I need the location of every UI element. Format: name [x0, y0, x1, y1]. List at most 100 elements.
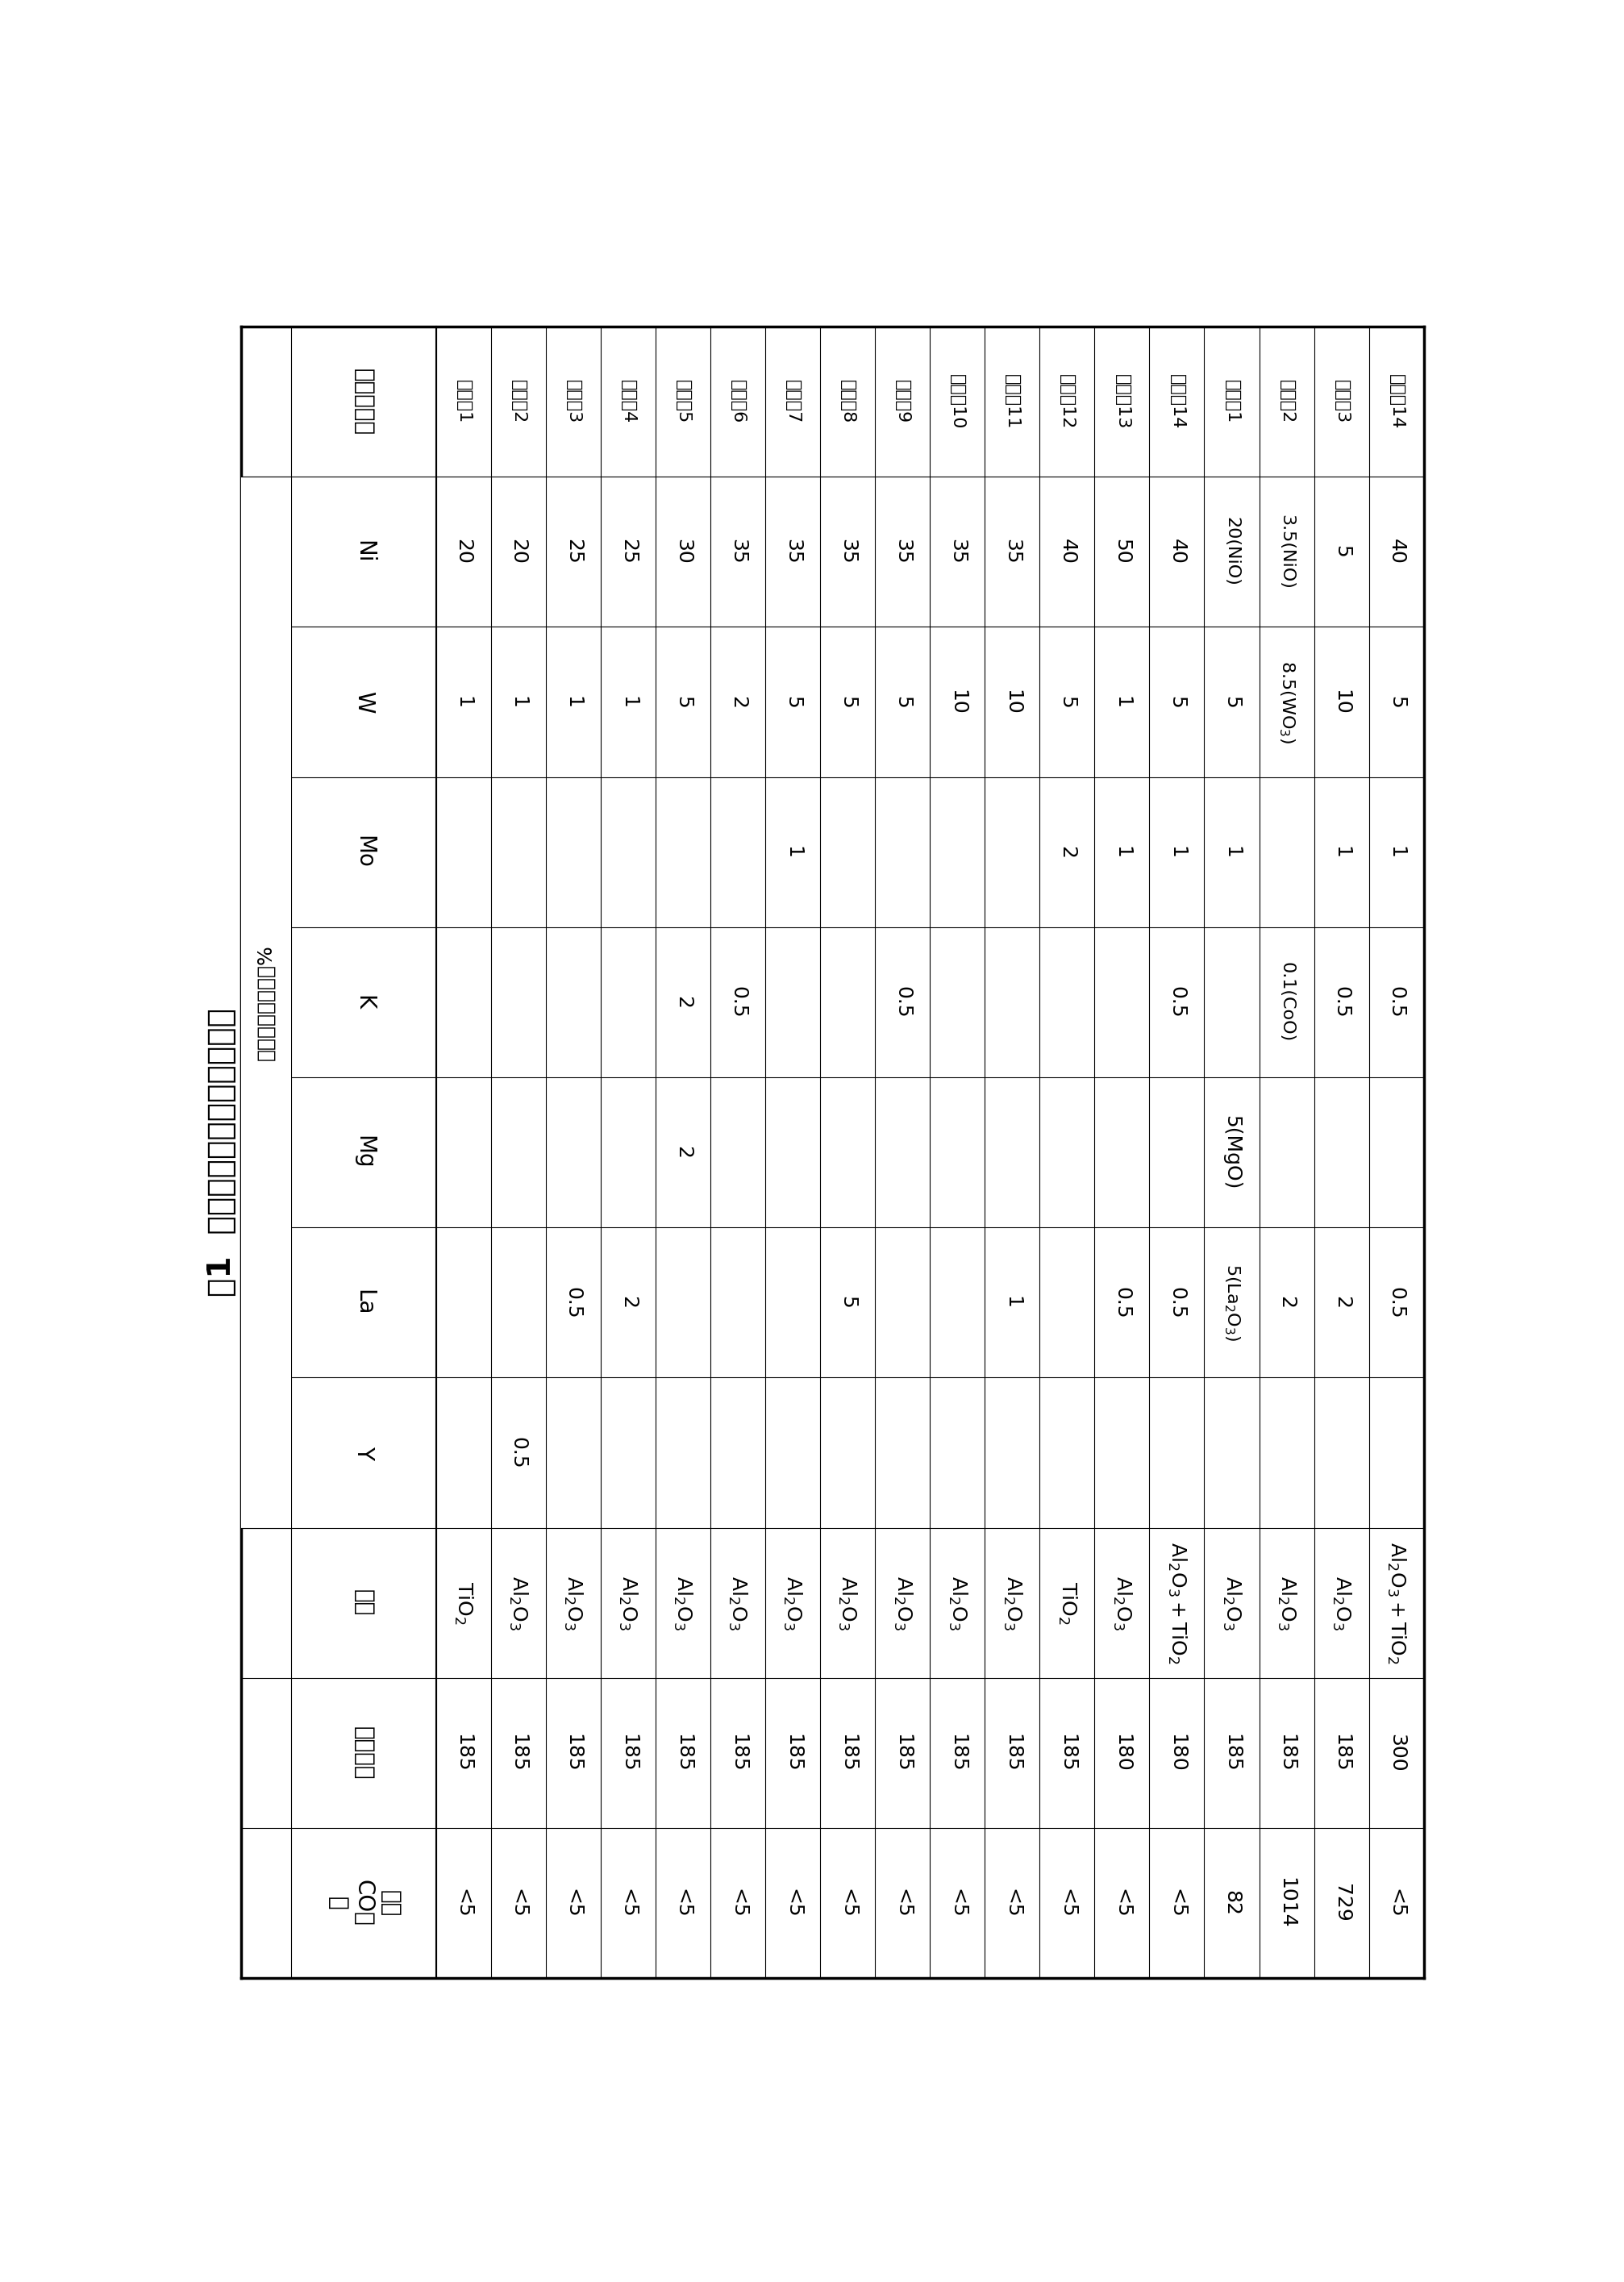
Text: 0.5: 0.5 [893, 986, 913, 1018]
Text: 实施例10: 实施例10 [948, 374, 965, 429]
Text: 出口
CO浓
度: 出口 CO浓 度 [326, 1880, 401, 1926]
Text: 表1  催化剂组成及反应性能数据: 表1 催化剂组成及反应性能数据 [206, 1009, 237, 1296]
Text: 实施例14: 实施例14 [1389, 374, 1405, 429]
Text: 活性组分重量含量%: 活性组分重量含量% [257, 945, 276, 1061]
Text: 2: 2 [619, 1296, 638, 1310]
Text: 比较例3: 比较例3 [1333, 379, 1350, 424]
Text: <5: <5 [1002, 1889, 1021, 1917]
Text: 0.5: 0.5 [564, 1287, 583, 1319]
Text: <5: <5 [948, 1889, 966, 1917]
Text: 180: 180 [1168, 1734, 1187, 1773]
Text: 5: 5 [674, 696, 692, 707]
Text: 比较例1: 比较例1 [1223, 379, 1239, 424]
Text: 1: 1 [1387, 847, 1406, 858]
Text: 载体: 载体 [352, 1591, 375, 1616]
Text: 300: 300 [1387, 1734, 1406, 1773]
Text: 185: 185 [674, 1734, 692, 1773]
Text: 2: 2 [1057, 847, 1077, 858]
Text: Y: Y [352, 1447, 375, 1460]
Text: 10: 10 [1002, 689, 1021, 714]
Text: <5: <5 [1387, 1889, 1406, 1917]
Text: $\mathdefault{Al_2O_3}$: $\mathdefault{Al_2O_3}$ [1330, 1575, 1353, 1629]
Text: 40: 40 [1168, 539, 1187, 564]
Text: 185: 185 [948, 1734, 966, 1773]
Text: 2: 2 [674, 1146, 692, 1159]
Text: 185: 185 [619, 1734, 638, 1773]
Text: <5: <5 [1057, 1889, 1077, 1917]
Text: $\mathdefault{Al_2O_3}$: $\mathdefault{Al_2O_3}$ [562, 1575, 585, 1629]
Text: 0.5: 0.5 [508, 1438, 528, 1470]
Text: $\mathdefault{Al_2O_3}$: $\mathdefault{Al_2O_3}$ [1221, 1575, 1242, 1629]
Text: 0.5: 0.5 [1387, 986, 1406, 1018]
Text: $\mathdefault{Al_2O_3}$: $\mathdefault{Al_2O_3}$ [1002, 1575, 1023, 1629]
Text: 5: 5 [1387, 696, 1406, 707]
Text: $\mathdefault{TiO_2}$: $\mathdefault{TiO_2}$ [453, 1581, 474, 1625]
Text: Ni: Ni [352, 541, 375, 564]
Text: K: K [352, 995, 375, 1009]
Text: 185: 185 [1332, 1734, 1351, 1773]
Text: W: W [352, 691, 375, 712]
Text: 35: 35 [783, 539, 802, 564]
Text: 2: 2 [674, 995, 692, 1009]
Text: 2: 2 [728, 696, 747, 707]
Text: <5: <5 [508, 1889, 528, 1917]
Text: 5: 5 [1332, 545, 1351, 559]
Text: $\mathdefault{Al_2O_3}$: $\mathdefault{Al_2O_3}$ [892, 1575, 913, 1629]
Text: <5: <5 [838, 1889, 857, 1917]
Text: 5: 5 [838, 1296, 857, 1310]
Text: 3.5(NiO): 3.5(NiO) [1278, 513, 1294, 589]
Text: 实施例5: 实施例5 [676, 379, 690, 424]
Text: 实施例1: 实施例1 [455, 379, 471, 424]
Text: 50: 50 [1112, 539, 1132, 564]
Text: 1: 1 [1221, 847, 1241, 858]
Text: $\mathdefault{Al_2O_3}$: $\mathdefault{Al_2O_3}$ [947, 1575, 968, 1629]
Text: 0.5: 0.5 [1168, 1287, 1187, 1319]
Text: 40: 40 [1387, 539, 1406, 564]
Text: 30: 30 [674, 539, 692, 564]
Text: $\mathdefault{Al_2O_3}$: $\mathdefault{Al_2O_3}$ [507, 1575, 529, 1629]
Text: 20(NiO): 20(NiO) [1223, 518, 1239, 586]
Text: 1: 1 [619, 696, 638, 707]
Text: 35: 35 [948, 539, 966, 564]
Text: 实施例9: 实施例9 [895, 379, 911, 424]
Text: $\mathdefault{Al_2O_3}$: $\mathdefault{Al_2O_3}$ [836, 1575, 859, 1629]
Text: $\mathdefault{Al_2O_3}$: $\mathdefault{Al_2O_3}$ [728, 1575, 749, 1629]
Text: 82: 82 [1221, 1889, 1241, 1917]
Text: 5: 5 [1168, 696, 1187, 707]
Text: 实施例2: 实施例2 [510, 379, 526, 424]
Text: 35: 35 [893, 539, 913, 564]
Text: 0.5: 0.5 [1112, 1287, 1132, 1319]
Text: $\mathdefault{Al_2O_3}$: $\mathdefault{Al_2O_3}$ [672, 1575, 693, 1629]
Text: 25: 25 [619, 539, 638, 564]
Text: 10: 10 [948, 689, 966, 714]
Text: 2: 2 [1276, 1296, 1296, 1310]
Text: <5: <5 [728, 1889, 747, 1917]
Text: <5: <5 [1168, 1889, 1187, 1917]
Text: $\mathdefault{Al_2O_3}$: $\mathdefault{Al_2O_3}$ [781, 1575, 804, 1629]
Text: 0.5: 0.5 [1168, 986, 1187, 1018]
Text: <5: <5 [674, 1889, 692, 1917]
Text: 35: 35 [728, 539, 747, 564]
Text: 35: 35 [838, 539, 857, 564]
Text: 5: 5 [893, 696, 913, 707]
Text: 185: 185 [453, 1734, 473, 1773]
Text: 180: 180 [1112, 1734, 1132, 1773]
Text: 1: 1 [1112, 847, 1132, 858]
Text: <5: <5 [1112, 1889, 1132, 1917]
Text: 实施例3: 实施例3 [565, 379, 581, 424]
Text: 185: 185 [1276, 1734, 1296, 1773]
Text: <5: <5 [564, 1889, 583, 1917]
Text: 1: 1 [1168, 847, 1187, 858]
Text: $\mathdefault{Al_2O_3}$: $\mathdefault{Al_2O_3}$ [617, 1575, 638, 1629]
Text: 40: 40 [1057, 539, 1077, 564]
Text: 5: 5 [783, 696, 802, 707]
Text: 729: 729 [1332, 1885, 1351, 1921]
Text: 5: 5 [838, 696, 857, 707]
Text: 185: 185 [783, 1734, 802, 1773]
Text: 185: 185 [838, 1734, 857, 1773]
Text: $\mathdefault{Al_2O_3}$: $\mathdefault{Al_2O_3}$ [1276, 1575, 1298, 1629]
Text: 1: 1 [564, 696, 583, 707]
Text: $\mathdefault{Al_2O_3+TiO_2}$: $\mathdefault{Al_2O_3+TiO_2}$ [1385, 1543, 1408, 1664]
Text: 1: 1 [508, 696, 528, 707]
Bar [240, 477, 291, 1529]
